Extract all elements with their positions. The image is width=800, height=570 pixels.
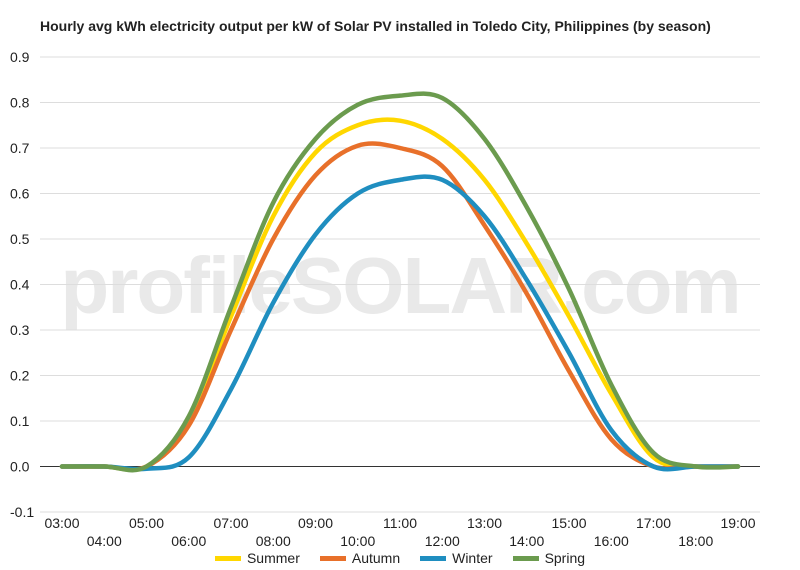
x-tick-label: 09:00 bbox=[298, 515, 333, 531]
series-line-winter bbox=[59, 174, 741, 472]
legend-label: Winter bbox=[452, 550, 493, 566]
y-tick-label: 0.3 bbox=[10, 322, 30, 338]
y-tick-label: 0.2 bbox=[10, 368, 30, 384]
series-line-summer bbox=[59, 117, 741, 473]
x-tick-label: 11:00 bbox=[383, 515, 417, 531]
x-tick-label: 07:00 bbox=[213, 515, 248, 531]
legend-item-summer: Summer bbox=[214, 548, 300, 568]
series-line-autumn bbox=[59, 141, 741, 472]
watermark: profileSOLAR.com bbox=[60, 241, 741, 330]
legend-label: Summer bbox=[246, 550, 300, 566]
legend-item-spring: Spring bbox=[512, 548, 586, 568]
x-tick-label: 05:00 bbox=[129, 515, 164, 531]
y-tick-label: 0.4 bbox=[10, 277, 30, 293]
legend-swatch bbox=[420, 555, 447, 561]
x-tick-label: 10:00 bbox=[340, 533, 375, 548]
legend: Summer Autumn Winter Spring bbox=[0, 548, 800, 568]
legend-label: Spring bbox=[544, 550, 586, 566]
y-tick-label: -0.1 bbox=[10, 504, 34, 520]
y-tick-label: 0.6 bbox=[10, 186, 30, 202]
x-tick-label: 06:00 bbox=[171, 533, 206, 548]
x-tick-label: 17:00 bbox=[636, 515, 671, 531]
legend-item-winter: Winter bbox=[420, 548, 493, 568]
legend-swatch bbox=[319, 555, 346, 561]
legend-item-autumn: Autumn bbox=[319, 548, 401, 568]
x-tick-label: 13:00 bbox=[467, 515, 502, 531]
y-tick-label: 0.0 bbox=[10, 459, 30, 475]
x-tick-label: 14:00 bbox=[509, 533, 544, 548]
x-tick-label: 12:00 bbox=[425, 533, 460, 548]
legend-label: Autumn bbox=[351, 550, 401, 566]
x-tick-label: 04:00 bbox=[87, 533, 122, 548]
y-tick-label: 0.7 bbox=[10, 140, 30, 156]
x-tick-label: 19:00 bbox=[720, 515, 755, 531]
y-tick-label: 0.1 bbox=[10, 413, 30, 429]
chart-title: Hourly avg kWh electricity output per kW… bbox=[40, 18, 711, 34]
x-tick-label: 03:00 bbox=[44, 515, 79, 531]
x-tick-label: 18:00 bbox=[678, 533, 713, 548]
y-tick-label: 0.9 bbox=[10, 49, 30, 65]
x-tick-label: 16:00 bbox=[594, 533, 629, 548]
series-line-spring bbox=[59, 91, 741, 473]
legend-swatch bbox=[512, 555, 539, 561]
y-tick-label: 0.8 bbox=[10, 95, 30, 111]
line-chart: 0.9 0.8 0.7 0.6 0.5 0.4 0.3 0.2 0.1 0.0 -0.1 03:00 0… bbox=[10, 49, 760, 548]
legend-swatch bbox=[214, 555, 241, 561]
x-tick-label: 08:00 bbox=[256, 533, 291, 548]
x-tick-label: 15:00 bbox=[551, 515, 586, 531]
y-tick-label: 0.5 bbox=[10, 231, 30, 247]
